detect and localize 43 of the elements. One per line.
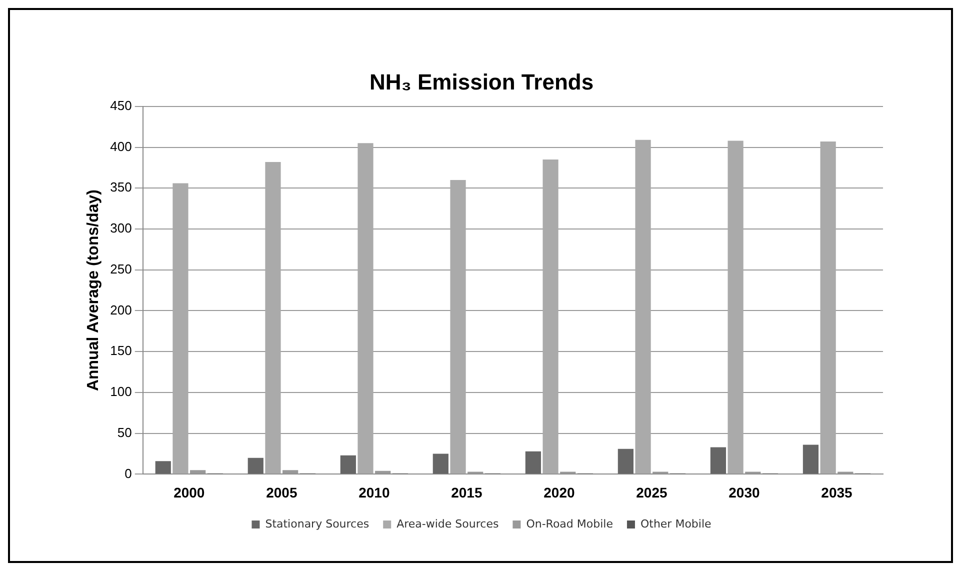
bar xyxy=(542,160,558,474)
bar xyxy=(820,142,836,474)
bar xyxy=(248,458,264,474)
legend-label: Area-wide Sources xyxy=(396,517,499,530)
bar xyxy=(190,470,206,474)
bar xyxy=(450,180,466,474)
y-tick-label: 50 xyxy=(117,424,132,440)
y-tick-label: 0 xyxy=(124,466,132,481)
bar xyxy=(265,162,281,474)
y-tick-label: 200 xyxy=(110,302,132,318)
legend-label: On-Road Mobile xyxy=(526,517,614,530)
bar xyxy=(282,470,298,474)
bar xyxy=(358,143,374,474)
bar xyxy=(375,470,391,474)
x-tick-label: 2030 xyxy=(728,484,760,500)
legend-label: Other Mobile xyxy=(640,517,712,530)
bar xyxy=(525,451,541,474)
y-tick-label: 350 xyxy=(110,180,132,195)
x-tick-label: 2010 xyxy=(358,484,390,500)
y-axis-title: Annual Average (tons/day) xyxy=(85,190,102,392)
y-tick-label: 250 xyxy=(110,261,132,276)
bar xyxy=(172,183,188,474)
y-tick-label: 100 xyxy=(110,384,132,400)
y-tick-label: 150 xyxy=(110,343,132,358)
bar xyxy=(728,140,744,474)
x-tick-label: 2005 xyxy=(266,484,298,500)
legend-label: Stationary Sources xyxy=(265,517,370,530)
bar xyxy=(635,140,651,474)
bar xyxy=(618,448,634,474)
bar xyxy=(432,454,448,474)
x-tick-label: 2035 xyxy=(821,484,853,500)
x-tick-label: 2015 xyxy=(451,484,482,500)
x-tick-label: 2020 xyxy=(544,484,575,500)
y-tick-label: 450 xyxy=(110,98,132,113)
x-tick-label: 2000 xyxy=(174,484,205,500)
bar xyxy=(155,461,171,474)
bar xyxy=(802,444,819,474)
x-tick-label: 2025 xyxy=(636,484,668,500)
y-tick-label: 400 xyxy=(110,138,132,154)
chart-title: NH₃ Emission Trends xyxy=(369,69,594,94)
bar xyxy=(710,447,726,474)
y-tick-label: 300 xyxy=(110,220,132,236)
bar xyxy=(340,455,356,474)
